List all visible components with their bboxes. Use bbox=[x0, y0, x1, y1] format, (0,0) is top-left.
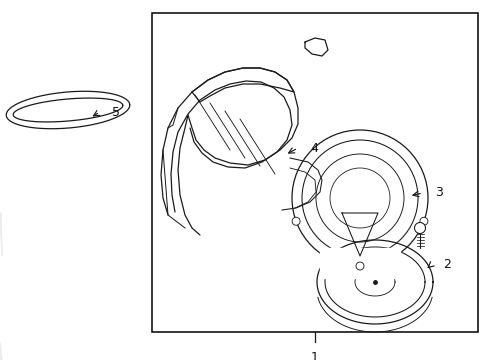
Text: 5: 5 bbox=[112, 105, 120, 118]
Polygon shape bbox=[0, 213, 2, 256]
Text: 1: 1 bbox=[310, 351, 318, 360]
Text: 3: 3 bbox=[434, 186, 442, 199]
Circle shape bbox=[291, 217, 300, 225]
Text: 2: 2 bbox=[442, 258, 450, 271]
Text: 4: 4 bbox=[309, 141, 317, 154]
Circle shape bbox=[355, 262, 363, 270]
Polygon shape bbox=[0, 342, 2, 360]
Bar bbox=[152, 13, 477, 332]
Circle shape bbox=[414, 222, 425, 234]
Circle shape bbox=[419, 217, 427, 225]
